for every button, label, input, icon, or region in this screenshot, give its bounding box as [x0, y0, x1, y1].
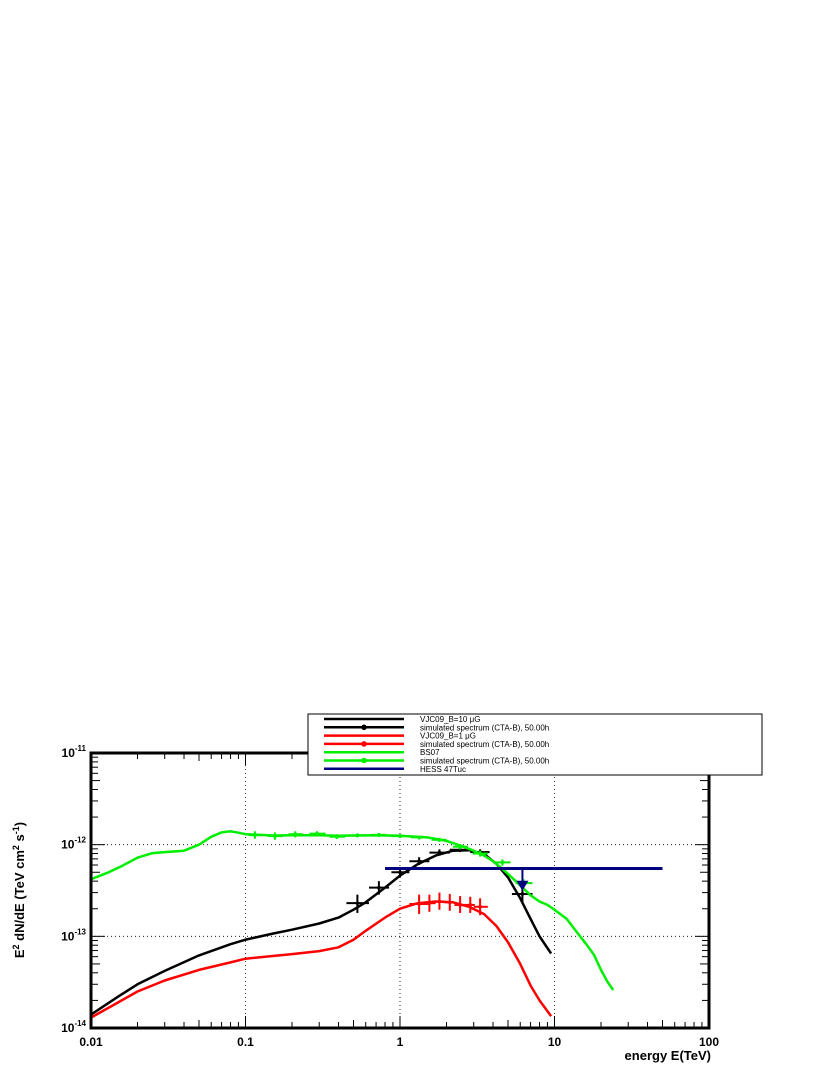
point-marker — [293, 832, 298, 837]
point-marker — [398, 870, 402, 875]
data-point — [329, 834, 345, 840]
data-point — [429, 849, 450, 856]
data-point — [346, 894, 369, 913]
tick-labels: 0.01 0.1 1 10 100 10-14 10-13 10-12 10-11 — [61, 744, 719, 1049]
legend-label: VJC09_B=1 μG — [420, 732, 476, 741]
data-point — [371, 833, 387, 837]
plot-area — [91, 830, 663, 1019]
upper-limit-arrow-head — [516, 880, 529, 891]
data-point — [248, 831, 264, 839]
legend-entry: simulated spectrum (CTA-B), 50.00h — [324, 723, 549, 732]
point-marker — [335, 834, 339, 839]
data-point — [473, 898, 488, 916]
point-marker — [437, 850, 442, 855]
x-tick-label: 10 — [548, 1035, 562, 1049]
data-point — [434, 892, 445, 910]
point-marker — [520, 892, 525, 896]
point-marker — [427, 901, 432, 905]
x-tick-label: 1 — [397, 1035, 404, 1049]
y-tick-label: 10-14 — [61, 1019, 86, 1035]
point-marker — [478, 851, 482, 856]
data-point — [309, 831, 326, 837]
y-tick-label: 10-11 — [62, 744, 87, 760]
data-point — [409, 857, 430, 866]
legend-swatch-marker — [361, 757, 367, 764]
legend-label: VJC09_B=10 μG — [420, 715, 480, 724]
legend-label: HESS 47Tuc — [420, 765, 466, 774]
legend-label: BS07 — [420, 748, 440, 757]
data-point — [268, 832, 284, 840]
point-marker — [458, 844, 462, 849]
legend-label: simulated spectrum (CTA-B), 50.00h — [420, 740, 549, 749]
point-marker — [478, 904, 482, 909]
legend-entry: VJC09_B=10 μG — [324, 715, 480, 724]
point-marker — [273, 834, 277, 838]
data-point — [411, 835, 428, 840]
point-marker — [447, 900, 452, 905]
point-marker — [437, 838, 442, 842]
point-marker — [355, 901, 360, 905]
data-point — [423, 894, 436, 912]
point-marker — [355, 833, 360, 838]
data-point — [454, 896, 467, 913]
point-marker — [468, 903, 473, 907]
legend-entry: VJC09_B=1 μG — [324, 732, 476, 741]
legend-entry: simulated spectrum (CTA-B), 50.00h — [324, 757, 549, 766]
legend-entry: BS07 — [324, 748, 440, 757]
point-marker — [500, 860, 505, 865]
point-marker — [417, 902, 421, 906]
data-point — [391, 834, 408, 839]
point-marker — [398, 834, 402, 838]
y-tick-label: 10-12 — [61, 836, 86, 852]
legend-label: simulated spectrum (CTA-B), 50.00h — [420, 757, 549, 766]
series-layer — [91, 830, 663, 1019]
point-marker — [315, 831, 319, 836]
point-marker — [253, 833, 257, 837]
y-tick-label: 10-13 — [61, 927, 86, 943]
series-curve-0 — [91, 848, 553, 1016]
point-marker — [417, 835, 421, 840]
legend-entry: HESS 47Tuc — [324, 765, 466, 774]
legend-swatch-marker — [361, 741, 367, 747]
point-marker — [417, 859, 421, 864]
legend-swatch-marker — [361, 724, 367, 731]
x-axis-label: energy E(TeV) — [625, 1048, 711, 1063]
point-marker — [458, 903, 462, 907]
x-tick-label: 100 — [699, 1035, 719, 1049]
grid — [91, 753, 709, 1028]
y-axis-label: E2 dN/dE (TeV cm2 s-1) — [11, 822, 27, 958]
x-tick-label: 0.1 — [237, 1035, 254, 1049]
point-marker — [377, 885, 381, 890]
legend-entry: simulated spectrum (CTA-B), 50.00h — [324, 740, 549, 749]
data-point — [368, 881, 390, 895]
data-point — [472, 850, 488, 857]
data-point — [444, 893, 455, 911]
data-point — [431, 837, 447, 842]
data-point — [349, 833, 366, 838]
x-tick-label: 0.01 — [79, 1035, 103, 1049]
point-marker — [437, 899, 442, 904]
series-curve-2 — [91, 900, 553, 1019]
legend-label: simulated spectrum (CTA-B), 50.00h — [420, 723, 549, 732]
data-point — [452, 844, 468, 850]
data-point — [493, 859, 511, 866]
data-point — [465, 896, 475, 913]
point-marker — [377, 833, 381, 837]
data-point — [288, 831, 303, 838]
